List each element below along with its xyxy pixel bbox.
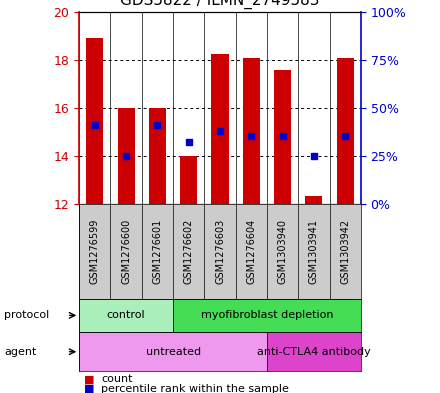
Text: GSM1276603: GSM1276603 — [215, 219, 225, 284]
Text: GSM1276600: GSM1276600 — [121, 219, 131, 284]
Text: untreated: untreated — [146, 347, 201, 357]
Bar — [180, 156, 197, 204]
Text: GSM1276599: GSM1276599 — [90, 219, 100, 284]
Text: ■: ■ — [84, 374, 94, 384]
Text: anti-CTLA4 antibody: anti-CTLA4 antibody — [257, 347, 371, 357]
Text: percentile rank within the sample: percentile rank within the sample — [101, 384, 289, 393]
Bar — [79, 332, 267, 371]
Bar — [86, 38, 103, 204]
Bar — [211, 54, 229, 204]
Bar — [274, 70, 291, 204]
Text: control: control — [107, 310, 146, 320]
Text: GSM1303940: GSM1303940 — [278, 219, 288, 284]
Text: count: count — [101, 374, 133, 384]
Bar — [337, 57, 354, 204]
Title: GDS5822 / ILMN_2749583: GDS5822 / ILMN_2749583 — [120, 0, 320, 9]
Text: GSM1303942: GSM1303942 — [340, 219, 350, 284]
Text: GSM1303941: GSM1303941 — [309, 219, 319, 284]
Bar — [117, 108, 135, 204]
Bar — [79, 299, 173, 332]
Bar — [173, 299, 361, 332]
Text: myofibroblast depletion: myofibroblast depletion — [201, 310, 333, 320]
Text: GSM1276604: GSM1276604 — [246, 219, 256, 284]
Text: agent: agent — [4, 347, 37, 357]
Bar — [243, 57, 260, 204]
Text: GSM1276601: GSM1276601 — [152, 219, 162, 284]
Bar — [305, 196, 323, 204]
Text: ■: ■ — [84, 384, 94, 393]
Text: GSM1276602: GSM1276602 — [184, 219, 194, 284]
Bar — [267, 332, 361, 371]
Bar — [149, 108, 166, 204]
Text: protocol: protocol — [4, 310, 50, 320]
